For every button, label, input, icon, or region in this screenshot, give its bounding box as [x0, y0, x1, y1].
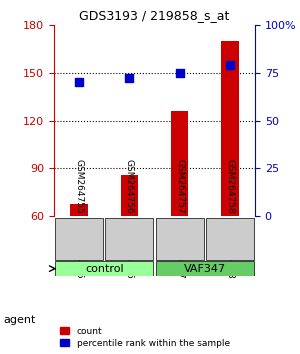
Text: VAF347: VAF347	[184, 264, 226, 274]
Bar	[221, 41, 239, 312]
Point	[227, 62, 232, 68]
FancyBboxPatch shape	[155, 261, 254, 276]
Title: GDS3193 / 219858_s_at: GDS3193 / 219858_s_at	[79, 9, 230, 22]
Text: GSM264755: GSM264755	[75, 159, 84, 214]
FancyBboxPatch shape	[55, 218, 103, 260]
Text: agent: agent	[3, 315, 35, 325]
Bar	[171, 111, 188, 312]
Point	[177, 70, 182, 75]
Bar	[70, 204, 88, 312]
Legend: count, percentile rank within the sample: count, percentile rank within the sample	[58, 325, 232, 349]
Bar	[121, 175, 138, 312]
FancyBboxPatch shape	[155, 218, 204, 260]
Point	[77, 79, 82, 85]
Text: GSM264756: GSM264756	[125, 159, 134, 214]
FancyBboxPatch shape	[206, 218, 254, 260]
Text: control: control	[85, 264, 124, 274]
Point	[127, 75, 132, 81]
Text: GSM264757: GSM264757	[175, 159, 184, 214]
Text: GSM264758: GSM264758	[225, 159, 234, 214]
FancyBboxPatch shape	[55, 261, 154, 276]
FancyBboxPatch shape	[105, 218, 154, 260]
